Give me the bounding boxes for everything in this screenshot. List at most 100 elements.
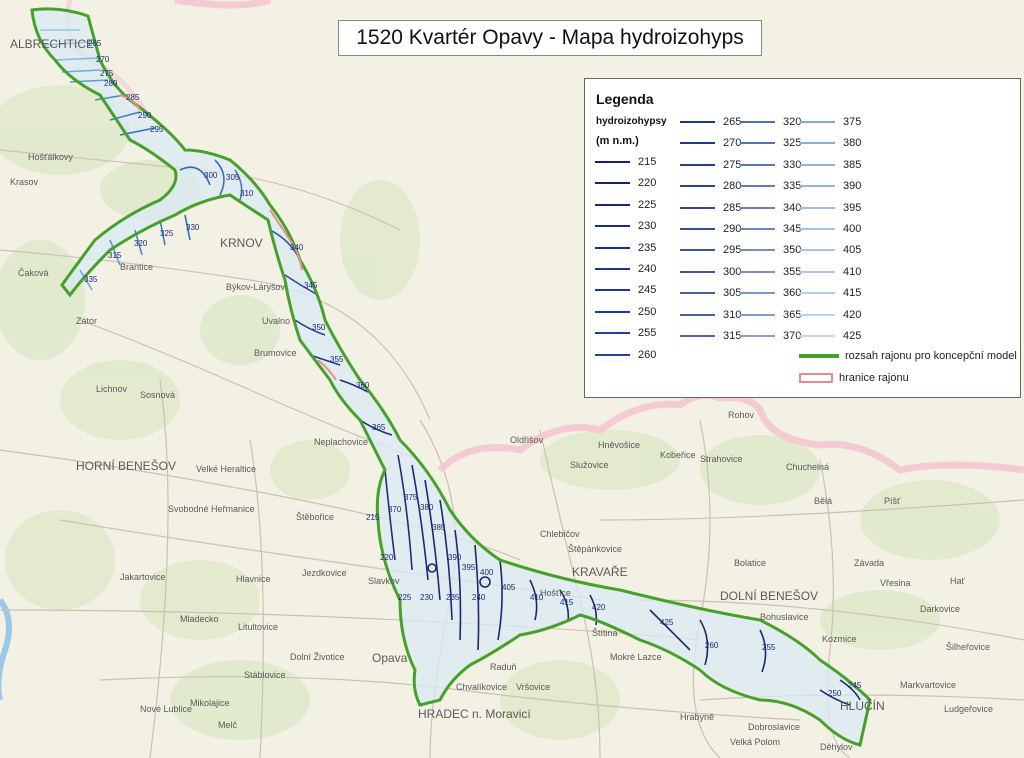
contour-label: 235 <box>446 593 460 602</box>
legend-contour-label: 275 <box>723 158 742 171</box>
legend-contour-swatch <box>680 142 715 145</box>
contour-label: 420 <box>592 603 606 612</box>
place-label: Uvalno <box>262 316 290 326</box>
legend-contour-label: 350 <box>783 244 802 257</box>
legend-contour-swatch <box>800 270 835 273</box>
legend-contour-item: 370 <box>740 330 801 342</box>
place-label: Velké Heraltice <box>196 464 256 474</box>
extent-outline <box>30 7 872 747</box>
legend-contour-label: 400 <box>843 223 862 235</box>
legend-unit: (m n.m.) <box>596 135 639 147</box>
contour-label: 290 <box>138 111 152 120</box>
place-label: Hať <box>950 576 966 586</box>
legend-contour-item: 290 <box>680 223 741 235</box>
legend-contour-label: 405 <box>843 244 862 257</box>
place-label: Neplachovice <box>314 437 368 447</box>
legend-contour-item: 305 <box>680 287 741 299</box>
legend-contour-label: 285 <box>723 201 742 214</box>
legend-contour-item: 355 <box>740 266 801 278</box>
legend-contour-item: 280 <box>680 180 741 192</box>
contour-label: 360 <box>356 381 370 390</box>
contour-label: 355 <box>330 355 344 364</box>
legend-contour-swatch <box>800 335 835 337</box>
place-label: KRNOV <box>220 236 263 250</box>
legend-contour-item: 405 <box>800 244 861 256</box>
legend-contour-label: 345 <box>783 223 802 235</box>
contour-label: 405 <box>502 583 516 592</box>
legend-contour-item: 240 <box>595 263 656 275</box>
legend-contour-label: 375 <box>843 116 862 128</box>
legend-contour-label: 360 <box>783 287 802 300</box>
place-label: Kobeřice <box>660 450 696 460</box>
legend-contour-swatch <box>740 270 775 273</box>
legend-contour-swatch <box>800 313 835 316</box>
legend-contour-item: 390 <box>800 180 861 192</box>
legend-contour-swatch <box>680 270 715 273</box>
place-label: Chvalíkovice <box>456 682 507 692</box>
place-label: Hlavnice <box>236 574 271 584</box>
contour-label: 390 <box>448 553 462 562</box>
place-label: Čaková <box>18 268 49 278</box>
contour-label: 415 <box>560 598 574 607</box>
legend-contour-item: 375 <box>800 116 861 128</box>
legend-contour-swatch <box>595 289 630 292</box>
legend-contour-item: 255 <box>595 327 656 339</box>
legend-contour-label: 310 <box>723 308 742 321</box>
place-label: Dobroslavice <box>748 722 800 732</box>
legend-contour-label: 220 <box>638 177 657 190</box>
legend-contour-swatch <box>595 310 630 313</box>
place-label: Jakartovice <box>120 572 166 582</box>
place-label: Bolatice <box>734 558 766 568</box>
legend-contour-swatch <box>740 121 775 123</box>
contour-label: 305 <box>226 173 240 182</box>
legend-contour-swatch <box>740 313 775 316</box>
place-label: Hošťice <box>540 588 571 598</box>
legend-subtitle: hydroizohypsy <box>596 116 667 127</box>
place-label: Bělá <box>814 496 832 506</box>
contour-label: 340 <box>290 243 304 252</box>
legend-contour-item: 285 <box>680 202 741 214</box>
terrain-patches <box>0 85 1000 740</box>
place-label: Bohuslavice <box>760 612 809 622</box>
place-label: Štěpánkovice <box>568 544 622 554</box>
legend-contour-item: 265 <box>680 116 741 128</box>
legend-contour-label: 305 <box>723 287 742 300</box>
legend-contour-label: 390 <box>843 180 862 193</box>
legend-title: Legenda <box>596 91 654 107</box>
place-label: DOLNÍ BENEŠOV <box>720 588 818 603</box>
legend-contour-label: 260 <box>638 348 657 361</box>
contour-label: 295 <box>150 125 164 134</box>
place-label: Býkov-Láryšov <box>226 282 286 292</box>
legend-contour-label: 415 <box>843 287 862 300</box>
legend-contour-swatch <box>800 206 835 209</box>
contour-label: 410 <box>530 593 544 602</box>
legend-contour-item: 380 <box>800 137 861 149</box>
place-label: Píšť <box>884 496 901 506</box>
legend-contour-swatch <box>680 163 715 166</box>
legend-contour-label: 215 <box>638 156 657 168</box>
contour-label: 320 <box>134 239 148 248</box>
place-label: Velká Polom <box>730 737 780 747</box>
legend-contour-item: 415 <box>800 287 861 299</box>
legend-contour-label: 315 <box>723 330 742 342</box>
legend-contour-item: 270 <box>680 137 741 149</box>
boundary-line <box>119 94 337 381</box>
contour-label: 365 <box>372 423 386 432</box>
place-label: Sosnová <box>140 390 175 400</box>
place-label: Melč <box>218 720 238 730</box>
legend-panel: Legenda hydroizohypsy (m n.m.) 215 220 225… <box>584 78 1021 398</box>
legend-contour-swatch <box>595 332 630 335</box>
legend-contour-swatch <box>595 203 630 206</box>
place-label: Chlebičov <box>540 529 580 539</box>
contour-label: 240 <box>472 593 486 602</box>
contour-label: 395 <box>462 563 476 572</box>
legend-contour-label: 410 <box>843 265 862 278</box>
place-label: Raduň <box>490 662 517 672</box>
place-label: Litultovice <box>238 622 278 632</box>
place-label: Ludgeřovice <box>944 704 993 714</box>
contour-label: 315 <box>108 251 122 260</box>
legend-contour-item: 220 <box>595 177 656 189</box>
map-title: 1520 Kvartér Opavy - Mapa hydroizohyps <box>338 20 762 56</box>
place-label: Stáblovice <box>244 670 286 680</box>
